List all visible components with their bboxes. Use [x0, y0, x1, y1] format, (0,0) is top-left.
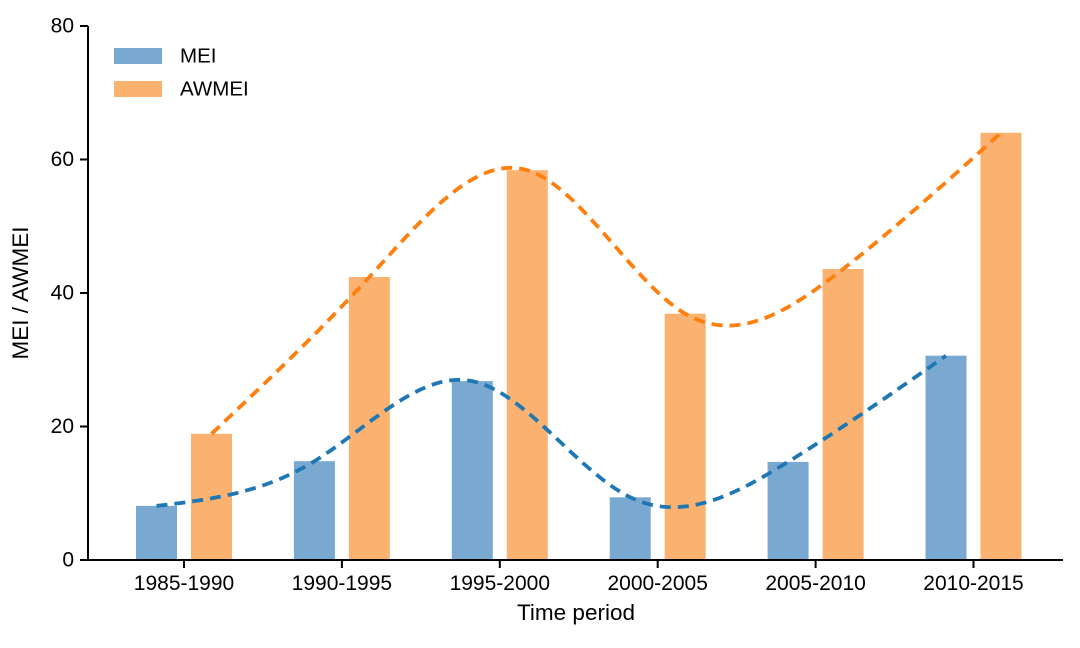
y-tick-label: 80 — [51, 15, 74, 38]
x-tick-label: 1990-1995 — [292, 572, 392, 595]
bar-awmei-5 — [980, 132, 1022, 561]
bars-layer — [136, 132, 1022, 561]
x-axis-title: Time period — [517, 600, 635, 625]
legend-label-awmei: AWMEI — [180, 78, 249, 101]
bar-mei-3 — [609, 497, 651, 560]
y-axis-title: MEI / AWMEI — [8, 227, 33, 360]
trend-line-mei — [156, 354, 948, 510]
bar-mei-1 — [293, 461, 335, 560]
legend-swatch-mei — [114, 48, 162, 64]
tick-labels-layer: 0 20 40 60 80 1985-1990 1990-1995 1995-2000 2000… — [51, 15, 1024, 596]
bar-awmei-1 — [348, 277, 390, 560]
y-tick-label: 20 — [51, 415, 74, 438]
legend-label-mei: MEI — [180, 45, 216, 68]
x-tick-label: 2000-2005 — [607, 572, 707, 595]
x-tick-label: 1995-2000 — [450, 572, 550, 595]
y-tick-label: 40 — [51, 282, 74, 305]
y-tick-label: 0 — [62, 549, 74, 572]
legend-swatch-awmei — [114, 81, 162, 97]
bar-mei-0 — [136, 505, 177, 560]
bar-mei-4 — [767, 461, 809, 560]
bar-awmei-3 — [664, 313, 706, 560]
trend-line-awmei — [210, 131, 1003, 436]
legend: MEI AWMEI — [114, 45, 249, 101]
bar-awmei-2 — [506, 170, 548, 560]
bar-mei-2 — [451, 381, 493, 560]
x-tick-label: 2010-2015 — [923, 572, 1023, 595]
bar-awmei-4 — [822, 269, 864, 560]
y-tick-label: 60 — [51, 148, 74, 171]
bar-mei-5 — [925, 355, 967, 560]
x-tick-label: 1985-1990 — [134, 572, 234, 595]
trend-lines-layer — [156, 131, 1003, 510]
axes-layer — [80, 25, 1063, 568]
x-tick-label: 2005-2010 — [765, 572, 865, 595]
